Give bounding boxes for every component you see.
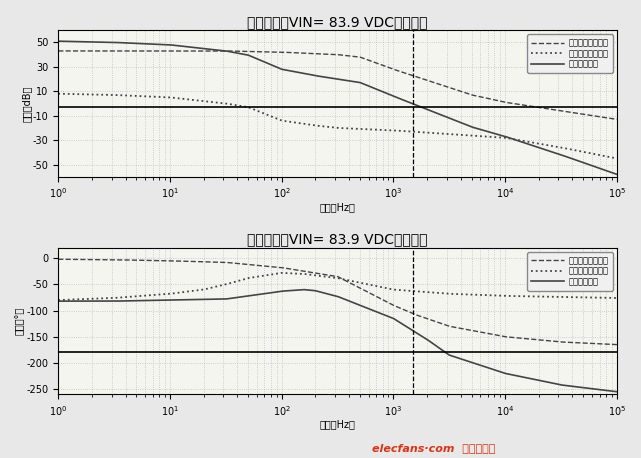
Line: 控制级的振幅响应: 控制级的振幅响应 — [58, 94, 617, 158]
X-axis label: 频率（Hz）: 频率（Hz） — [320, 202, 356, 212]
完全振幅响应 — [280, 67, 288, 72]
控制级的相位响应 — [278, 270, 286, 276]
控制级的振幅响应 — [500, 135, 508, 140]
完全相位响应 — [300, 287, 308, 292]
功率级的振幅响应 — [280, 49, 288, 55]
控制级的振幅响应 — [280, 118, 288, 124]
功率级的振幅响应 — [112, 48, 119, 54]
控制级的振幅响应 — [54, 91, 62, 97]
完全振幅响应 — [500, 133, 508, 139]
完全振幅响应 — [112, 40, 119, 45]
Line: 完全振幅响应: 完全振幅响应 — [58, 41, 617, 174]
功率级的振幅响应 — [301, 50, 308, 56]
功率级的振幅响应 — [438, 82, 445, 88]
控制级的相位响应 — [501, 293, 508, 299]
控制级的振幅响应 — [301, 121, 308, 126]
控制级的振幅响应 — [613, 156, 620, 161]
功率级的相位响应 — [613, 342, 620, 347]
完全振幅响应 — [613, 172, 620, 177]
控制级的相位响应 — [281, 270, 288, 276]
Y-axis label: 振幅（dB）: 振幅（dB） — [21, 85, 31, 122]
完全振幅响应 — [438, 113, 445, 118]
功率级的相位响应 — [301, 268, 308, 274]
Legend: 功率级的振幅响应, 控制级的振幅响应, 完全振幅响应: 功率级的振幅响应, 控制级的振幅响应, 完全振幅响应 — [527, 34, 613, 73]
Title: 振幅图示（VIN= 83.9 VDC，满载）: 振幅图示（VIN= 83.9 VDC，满载） — [247, 15, 428, 29]
功率级的相位响应 — [280, 265, 288, 271]
完全相位响应 — [280, 288, 288, 294]
功率级的振幅响应 — [54, 48, 62, 54]
控制级的振幅响应 — [112, 92, 119, 98]
完全振幅响应 — [301, 71, 308, 76]
功率级的相位响应 — [112, 257, 119, 262]
完全相位响应 — [438, 348, 446, 353]
完全相位响应 — [501, 371, 508, 376]
完全相位响应 — [613, 389, 620, 394]
完全相位响应 — [54, 298, 62, 304]
功率级的相位响应 — [500, 334, 508, 339]
Legend: 功率级的相位响应, 控制级的相位响应, 完全相位响应: 功率级的相位响应, 控制级的相位响应, 完全相位响应 — [527, 252, 613, 290]
Line: 控制级的相位响应: 控制级的相位响应 — [58, 273, 617, 300]
功率级的相位响应 — [438, 321, 445, 327]
完全相位响应 — [490, 367, 498, 373]
Line: 完全相位响应: 完全相位响应 — [58, 289, 617, 392]
控制级的相位响应 — [613, 295, 620, 301]
功率级的振幅响应 — [613, 117, 620, 122]
控制级的振幅响应 — [490, 134, 497, 140]
完全振幅响应 — [54, 38, 62, 44]
功率级的振幅响应 — [500, 99, 508, 105]
Text: elecfans·com  电子发烧友: elecfans·com 电子发烧友 — [372, 443, 495, 453]
Y-axis label: 相位（°）: 相位（°） — [15, 307, 25, 335]
Line: 功率级的相位响应: 功率级的相位响应 — [58, 259, 617, 344]
Title: 相位图示（VIN= 83.9 VDC，满载）: 相位图示（VIN= 83.9 VDC，满载） — [247, 233, 428, 246]
完全相位响应 — [112, 298, 119, 304]
功率级的相位响应 — [54, 256, 62, 262]
控制级的相位响应 — [112, 295, 119, 300]
完全振幅响应 — [490, 131, 497, 136]
功率级的振幅响应 — [490, 97, 497, 103]
控制级的振幅响应 — [438, 131, 445, 136]
完全相位响应 — [301, 287, 309, 292]
控制级的相位响应 — [438, 290, 446, 296]
X-axis label: 频率（Hz）: 频率（Hz） — [320, 419, 356, 429]
控制级的相位响应 — [301, 271, 309, 277]
Line: 功率级的振幅响应: 功率级的振幅响应 — [58, 51, 617, 120]
控制级的相位响应 — [54, 297, 62, 303]
控制级的相位响应 — [490, 293, 498, 298]
功率级的相位响应 — [490, 332, 497, 338]
